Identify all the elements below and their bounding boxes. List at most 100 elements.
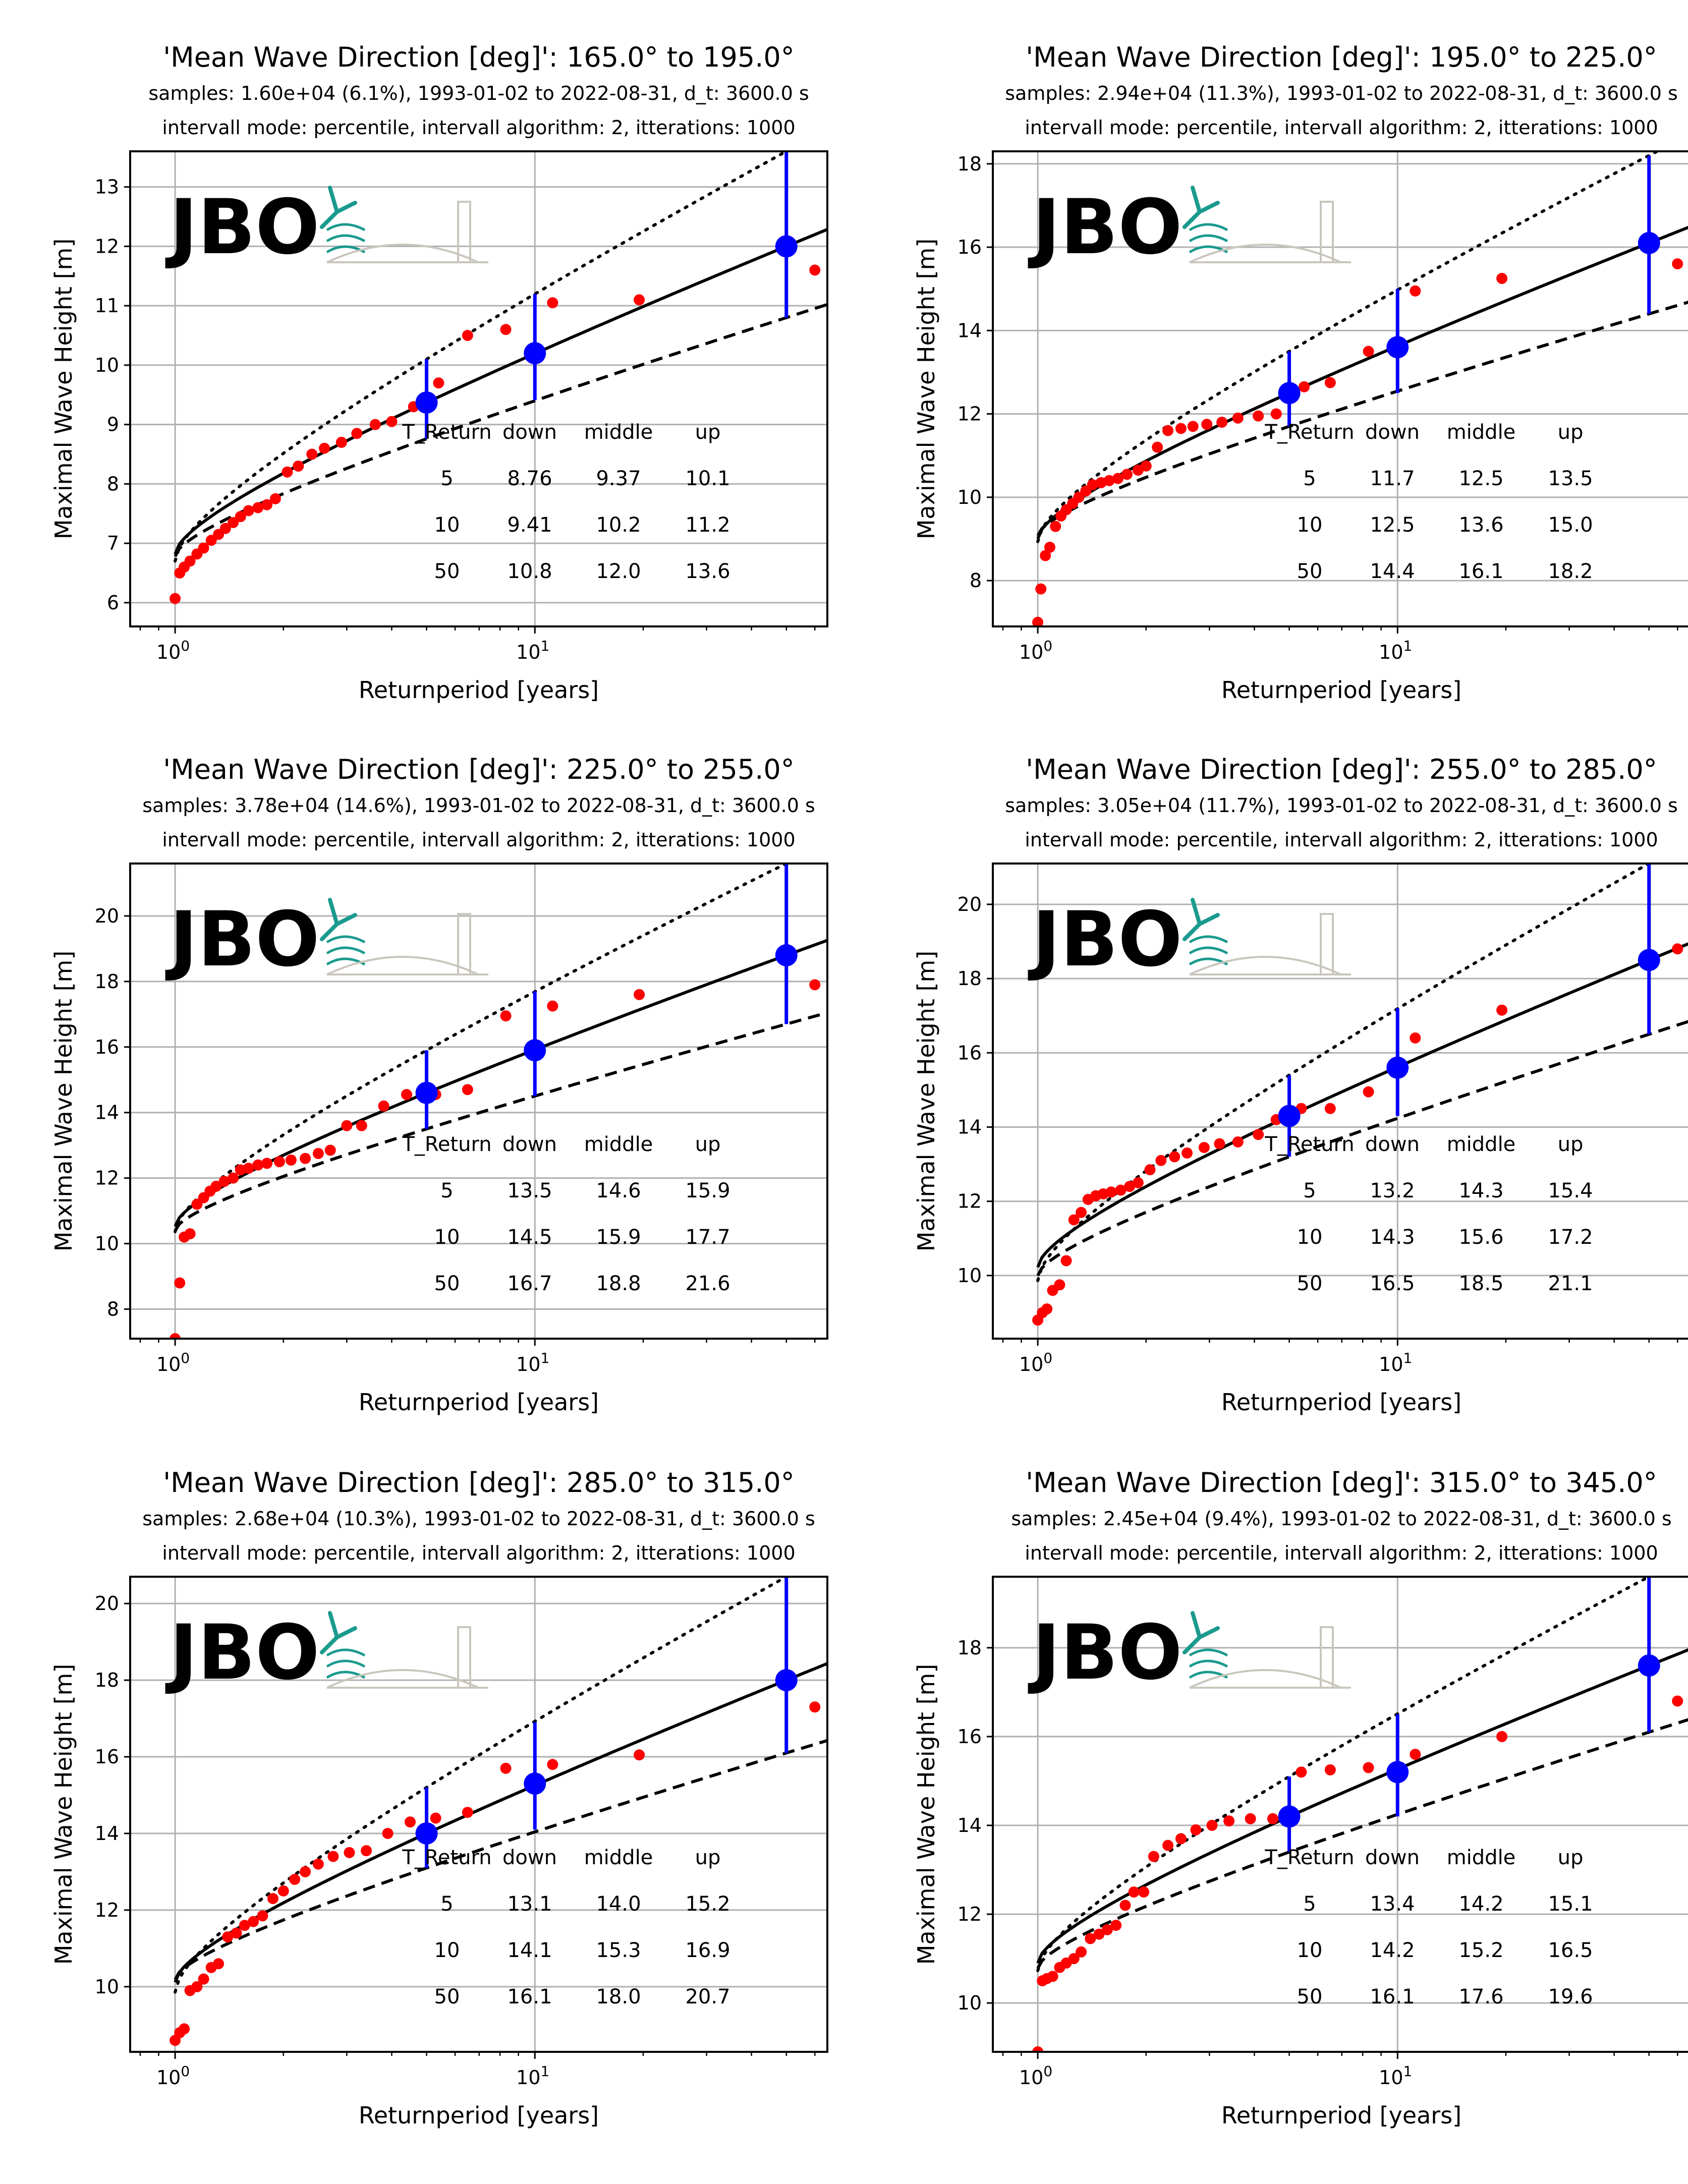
table-cell: 14.3 bbox=[1458, 1179, 1503, 1202]
table-cell: 13.6 bbox=[1458, 513, 1503, 537]
x-tick-label-exponent: 0 bbox=[1043, 638, 1052, 654]
table-cell: 5 bbox=[440, 1892, 453, 1916]
data-point bbox=[634, 1749, 645, 1761]
table-cell: 50 bbox=[434, 1985, 460, 2008]
table-cell: 9.37 bbox=[596, 467, 641, 490]
data-point bbox=[1035, 583, 1047, 595]
x-tick-label-exponent: 0 bbox=[1043, 1350, 1052, 1366]
wave-icon bbox=[326, 234, 366, 243]
estimate-marker bbox=[415, 1822, 438, 1845]
data-point bbox=[1496, 1731, 1508, 1742]
data-point bbox=[257, 1910, 268, 1922]
return-estimates bbox=[415, 864, 798, 1129]
data-point bbox=[228, 1172, 239, 1184]
estimate-table: T_Return down middle up 5 8.76 9.37 10.1 10 9.41 1… bbox=[402, 421, 730, 583]
data-point bbox=[547, 1000, 558, 1012]
table-cell: 8.76 bbox=[507, 467, 552, 490]
table-header-cell: T_Return bbox=[1264, 1846, 1354, 1869]
logo-text: JBO bbox=[165, 896, 320, 984]
table-cell: 13.1 bbox=[507, 1892, 552, 1916]
y-tick-label: 20 bbox=[95, 1592, 119, 1615]
jbo-logo: JBO bbox=[165, 896, 488, 984]
data-point bbox=[235, 511, 246, 523]
data-point bbox=[293, 461, 304, 472]
data-point bbox=[312, 1858, 324, 1870]
jbo-logo: JBO bbox=[1028, 1609, 1351, 1697]
return-estimates bbox=[1278, 155, 1660, 427]
data-point bbox=[1162, 1840, 1174, 1851]
table-header-cell: T_Return bbox=[402, 421, 491, 444]
table-cell: 12.5 bbox=[1370, 513, 1415, 537]
table-cell: 50 bbox=[1297, 1985, 1323, 2008]
estimate-marker bbox=[775, 1669, 798, 1692]
data-point bbox=[1076, 1206, 1087, 1218]
lower-bound-line bbox=[174, 1739, 827, 1981]
data-point bbox=[319, 442, 330, 454]
data-point bbox=[1085, 1933, 1096, 1944]
data-point bbox=[306, 448, 318, 460]
table-header-cell: down bbox=[502, 421, 557, 444]
data-point bbox=[344, 1847, 355, 1858]
estimate-marker bbox=[1386, 336, 1409, 359]
estimate-marker bbox=[1386, 1761, 1409, 1784]
data-point bbox=[269, 493, 281, 504]
y-tick-label: 18 bbox=[958, 967, 982, 990]
x-tick-label-exponent: 1 bbox=[1403, 2063, 1413, 2080]
table-cell: 14.3 bbox=[1370, 1226, 1415, 1249]
data-point bbox=[1181, 1147, 1193, 1159]
x-tick-label: 101 bbox=[1379, 2063, 1412, 2089]
y-tick-label: 6 bbox=[107, 592, 119, 614]
data-point bbox=[198, 542, 209, 554]
data-point bbox=[1363, 1762, 1374, 1773]
table-cell: 15.1 bbox=[1548, 1892, 1593, 1916]
data-point bbox=[1216, 417, 1228, 428]
data-point bbox=[1087, 479, 1098, 491]
data-point bbox=[1175, 423, 1187, 434]
table-cell: 10 bbox=[434, 1226, 460, 1249]
table-header-cell: up bbox=[1558, 421, 1584, 444]
table-cell: 14.5 bbox=[507, 1226, 552, 1249]
data-point bbox=[634, 989, 645, 1000]
table-cell: 13.6 bbox=[685, 560, 730, 583]
y-tick-label: 12 bbox=[95, 1167, 119, 1189]
chart-panel-1: 'Mean Wave Direction [deg]': 165.0° to 1… bbox=[50, 41, 828, 704]
y-axis-label: Maximal Wave Height [m] bbox=[50, 239, 77, 540]
chart-subtitle-interval: intervall mode: percentile, intervall al… bbox=[1025, 829, 1658, 851]
y-tick-label: 10 bbox=[95, 354, 119, 376]
estimate-marker bbox=[1386, 1056, 1409, 1079]
data-point bbox=[1032, 2046, 1044, 2052]
data-point bbox=[222, 1931, 234, 1943]
table-cell: 16.1 bbox=[507, 1985, 552, 2008]
table-header-cell: middle bbox=[584, 1846, 653, 1869]
data-point bbox=[382, 1827, 393, 1839]
estimate-marker bbox=[1638, 232, 1660, 254]
x-tick-label-base: 10 bbox=[1019, 2066, 1043, 2089]
estimate-marker bbox=[415, 391, 438, 414]
data-point bbox=[809, 264, 821, 276]
wave-icon bbox=[326, 1659, 366, 1668]
data-point bbox=[1040, 550, 1051, 561]
data-point bbox=[252, 502, 264, 513]
table-cell: 21.1 bbox=[1548, 1272, 1593, 1295]
table-cell: 13.2 bbox=[1370, 1179, 1415, 1202]
return-estimates bbox=[415, 1577, 798, 1868]
x-tick-label-base: 10 bbox=[1379, 641, 1403, 663]
y-tick-label: 20 bbox=[958, 893, 982, 915]
estimate-table: T_Return down middle up 5 11.7 12.5 13.5 10 12.5 1… bbox=[1264, 421, 1593, 583]
upper-bound-line bbox=[174, 151, 790, 563]
fit-curves bbox=[174, 1577, 827, 1994]
table-cell: 16.1 bbox=[1370, 1985, 1415, 2008]
table-cell: 13.4 bbox=[1370, 1892, 1415, 1916]
data-point bbox=[351, 428, 363, 439]
x-tick-label-exponent: 1 bbox=[1403, 1350, 1413, 1366]
data-point bbox=[1050, 521, 1061, 532]
table-header-cell: middle bbox=[1447, 1846, 1516, 1869]
table-cell: 16.1 bbox=[1458, 560, 1503, 583]
x-tick-label: 101 bbox=[516, 1350, 549, 1375]
table-cell: 17.6 bbox=[1458, 1985, 1503, 2008]
table-header-cell: middle bbox=[584, 1133, 653, 1156]
y-tick-label: 9 bbox=[107, 414, 119, 436]
data-point bbox=[231, 1927, 242, 1939]
data-point bbox=[809, 1701, 821, 1713]
